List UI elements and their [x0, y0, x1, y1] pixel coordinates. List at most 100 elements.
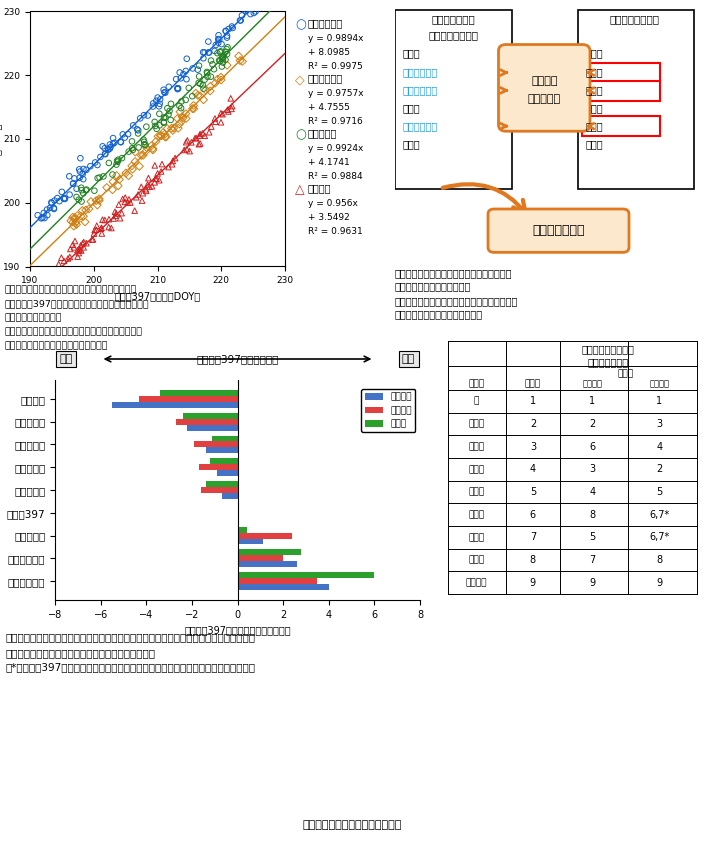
Text: 2: 2: [529, 419, 536, 429]
Point: [130, 155, 141, 169]
Point: [252, 0, 264, 8]
Point: [203, 46, 214, 59]
Point: [66, 264, 78, 278]
Point: [117, 192, 128, 206]
Point: [94, 150, 106, 163]
Legend: 補完方式, 従来方式, 実測値: 補完方式, 従来方式, 実測値: [362, 389, 415, 432]
Point: [115, 135, 126, 148]
Point: [78, 235, 90, 249]
Point: [181, 142, 192, 156]
Point: [167, 154, 178, 168]
Point: [135, 148, 147, 162]
Text: 5: 5: [529, 487, 536, 497]
Point: [220, 24, 231, 37]
Point: [171, 72, 182, 86]
Point: [99, 147, 111, 160]
Point: [72, 250, 83, 263]
Text: 1: 1: [530, 396, 536, 407]
Point: [109, 205, 121, 219]
Point: [67, 238, 78, 252]
Point: [63, 169, 75, 183]
Bar: [206, 447, 238, 453]
Point: [46, 197, 57, 210]
Text: 3: 3: [530, 441, 536, 451]
Text: 回帰式で: 回帰式で: [531, 76, 558, 86]
Text: ふっくりんこ: ふっくりんこ: [308, 73, 343, 83]
Bar: [238, 527, 247, 533]
Text: 図２　基準品種のデータを用いた補完による: 図２ 基準品種のデータを用いた補完による: [395, 268, 513, 278]
Text: 推定値: 推定値: [618, 369, 634, 379]
Point: [97, 140, 109, 153]
Text: 奨励品種決定基本調査データでの検証結果を示す。: 奨励品種決定基本調査データでの検証結果を示す。: [5, 648, 155, 658]
Point: [138, 135, 149, 148]
Text: 地点３: 地点３: [585, 86, 603, 96]
Point: [74, 171, 85, 185]
Point: [117, 128, 128, 141]
Point: [140, 182, 152, 196]
Point: [140, 184, 152, 197]
Bar: [201, 487, 238, 493]
Text: 図３　データ補完方式でのパラメータ作成による推定出穂期の品種間の早晩の差の適正化: 図３ データ補完方式でのパラメータ作成による推定出穂期の品種間の早晩の差の適正化: [5, 632, 255, 642]
Point: [181, 73, 192, 86]
Point: [223, 22, 234, 36]
Text: R² = 0.9631: R² = 0.9631: [308, 227, 363, 236]
Point: [194, 129, 205, 142]
Point: [214, 54, 226, 68]
Point: [216, 73, 227, 86]
Point: [152, 130, 164, 143]
Text: ・・・: ・・・: [403, 139, 420, 149]
Point: [98, 169, 109, 183]
Point: [199, 73, 210, 86]
Text: y = 0.9924x: y = 0.9924x: [308, 144, 363, 153]
Point: [81, 183, 92, 197]
Point: [221, 42, 232, 56]
Point: [159, 130, 171, 144]
Point: [76, 195, 87, 208]
Point: [147, 97, 159, 110]
Point: [240, 4, 251, 18]
Bar: [238, 550, 301, 556]
Point: [74, 242, 85, 256]
Text: 北農研独自調査データを用いた。: 北農研独自調査データを用いた。: [395, 309, 483, 319]
Text: 対象品種のデータ: 対象品種のデータ: [429, 30, 479, 41]
Point: [73, 193, 85, 207]
Point: [216, 51, 228, 64]
Point: [176, 102, 187, 115]
Point: [72, 208, 83, 222]
Point: [87, 233, 98, 246]
Point: [76, 184, 87, 197]
Point: [38, 206, 49, 219]
FancyBboxPatch shape: [582, 116, 660, 136]
Point: [158, 115, 169, 129]
Point: [226, 99, 238, 113]
Point: [163, 108, 174, 121]
Point: [154, 119, 165, 132]
Text: 実測値: 実測値: [525, 379, 541, 388]
Text: + 3.5492: + 3.5492: [308, 213, 350, 222]
FancyArrowPatch shape: [443, 184, 525, 213]
Point: [142, 178, 153, 191]
Point: [78, 209, 89, 223]
Point: [65, 242, 76, 256]
Point: [127, 141, 138, 155]
Point: [209, 112, 221, 125]
Text: パラメータ作成方法模式図: パラメータ作成方法模式図: [395, 281, 472, 291]
Point: [192, 89, 204, 102]
Point: [80, 203, 92, 217]
Bar: [210, 458, 238, 464]
Point: [103, 156, 114, 169]
Point: [178, 68, 189, 81]
Point: [94, 192, 105, 206]
Bar: [140, 396, 238, 401]
Point: [193, 69, 204, 83]
Point: [172, 81, 183, 95]
Point: [173, 81, 184, 95]
Text: 1: 1: [656, 396, 663, 407]
FancyBboxPatch shape: [582, 80, 660, 101]
Point: [78, 241, 90, 254]
Point: [135, 180, 147, 194]
Text: 従来方式: 従来方式: [582, 379, 602, 388]
Point: [220, 25, 231, 38]
Point: [151, 172, 162, 185]
Point: [169, 152, 180, 165]
